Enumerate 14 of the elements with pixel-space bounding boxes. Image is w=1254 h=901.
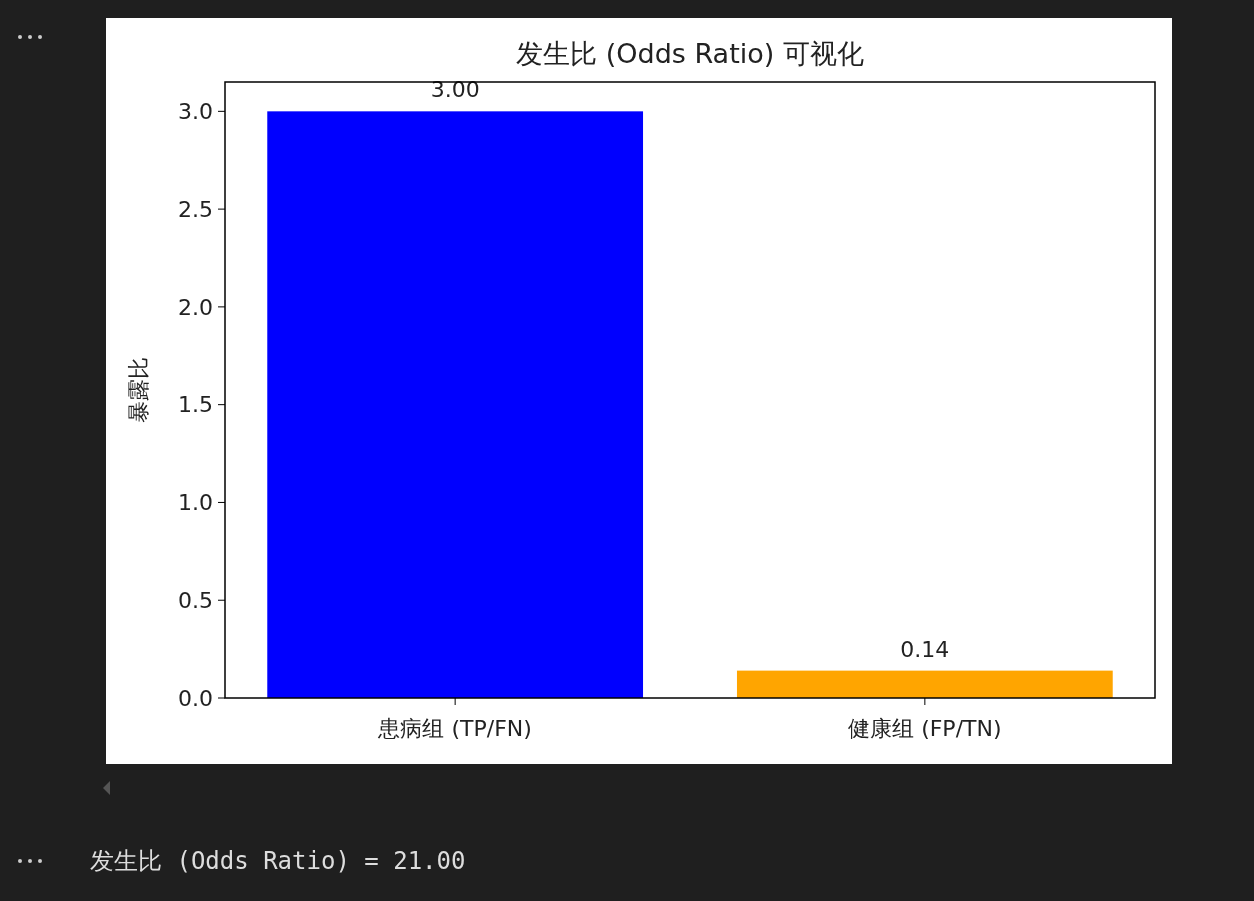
y-tick-label: 2.5: [178, 196, 213, 222]
chart-title: 发生比 (Odds Ratio) 可视化: [516, 38, 864, 69]
x-tick-label: 患病组 (TP/FN): [377, 716, 532, 741]
y-tick-label: 1.0: [178, 490, 213, 516]
x-tick-label: 健康组 (FP/TN): [848, 716, 1002, 741]
y-tick-label: 0.0: [178, 685, 213, 711]
y-axis-title: 暴露比: [126, 357, 151, 423]
data-label: 3.00: [430, 77, 480, 103]
y-tick-label: 0.5: [178, 587, 213, 613]
y-tick-label: 3.0: [178, 99, 213, 125]
y-tick-label: 2.0: [178, 294, 213, 320]
data-label: 0.14: [900, 636, 950, 662]
text: 发生比 (Odds Ratio) = 21.00: [90, 847, 466, 875]
y-tick-label: 1.5: [178, 392, 213, 418]
